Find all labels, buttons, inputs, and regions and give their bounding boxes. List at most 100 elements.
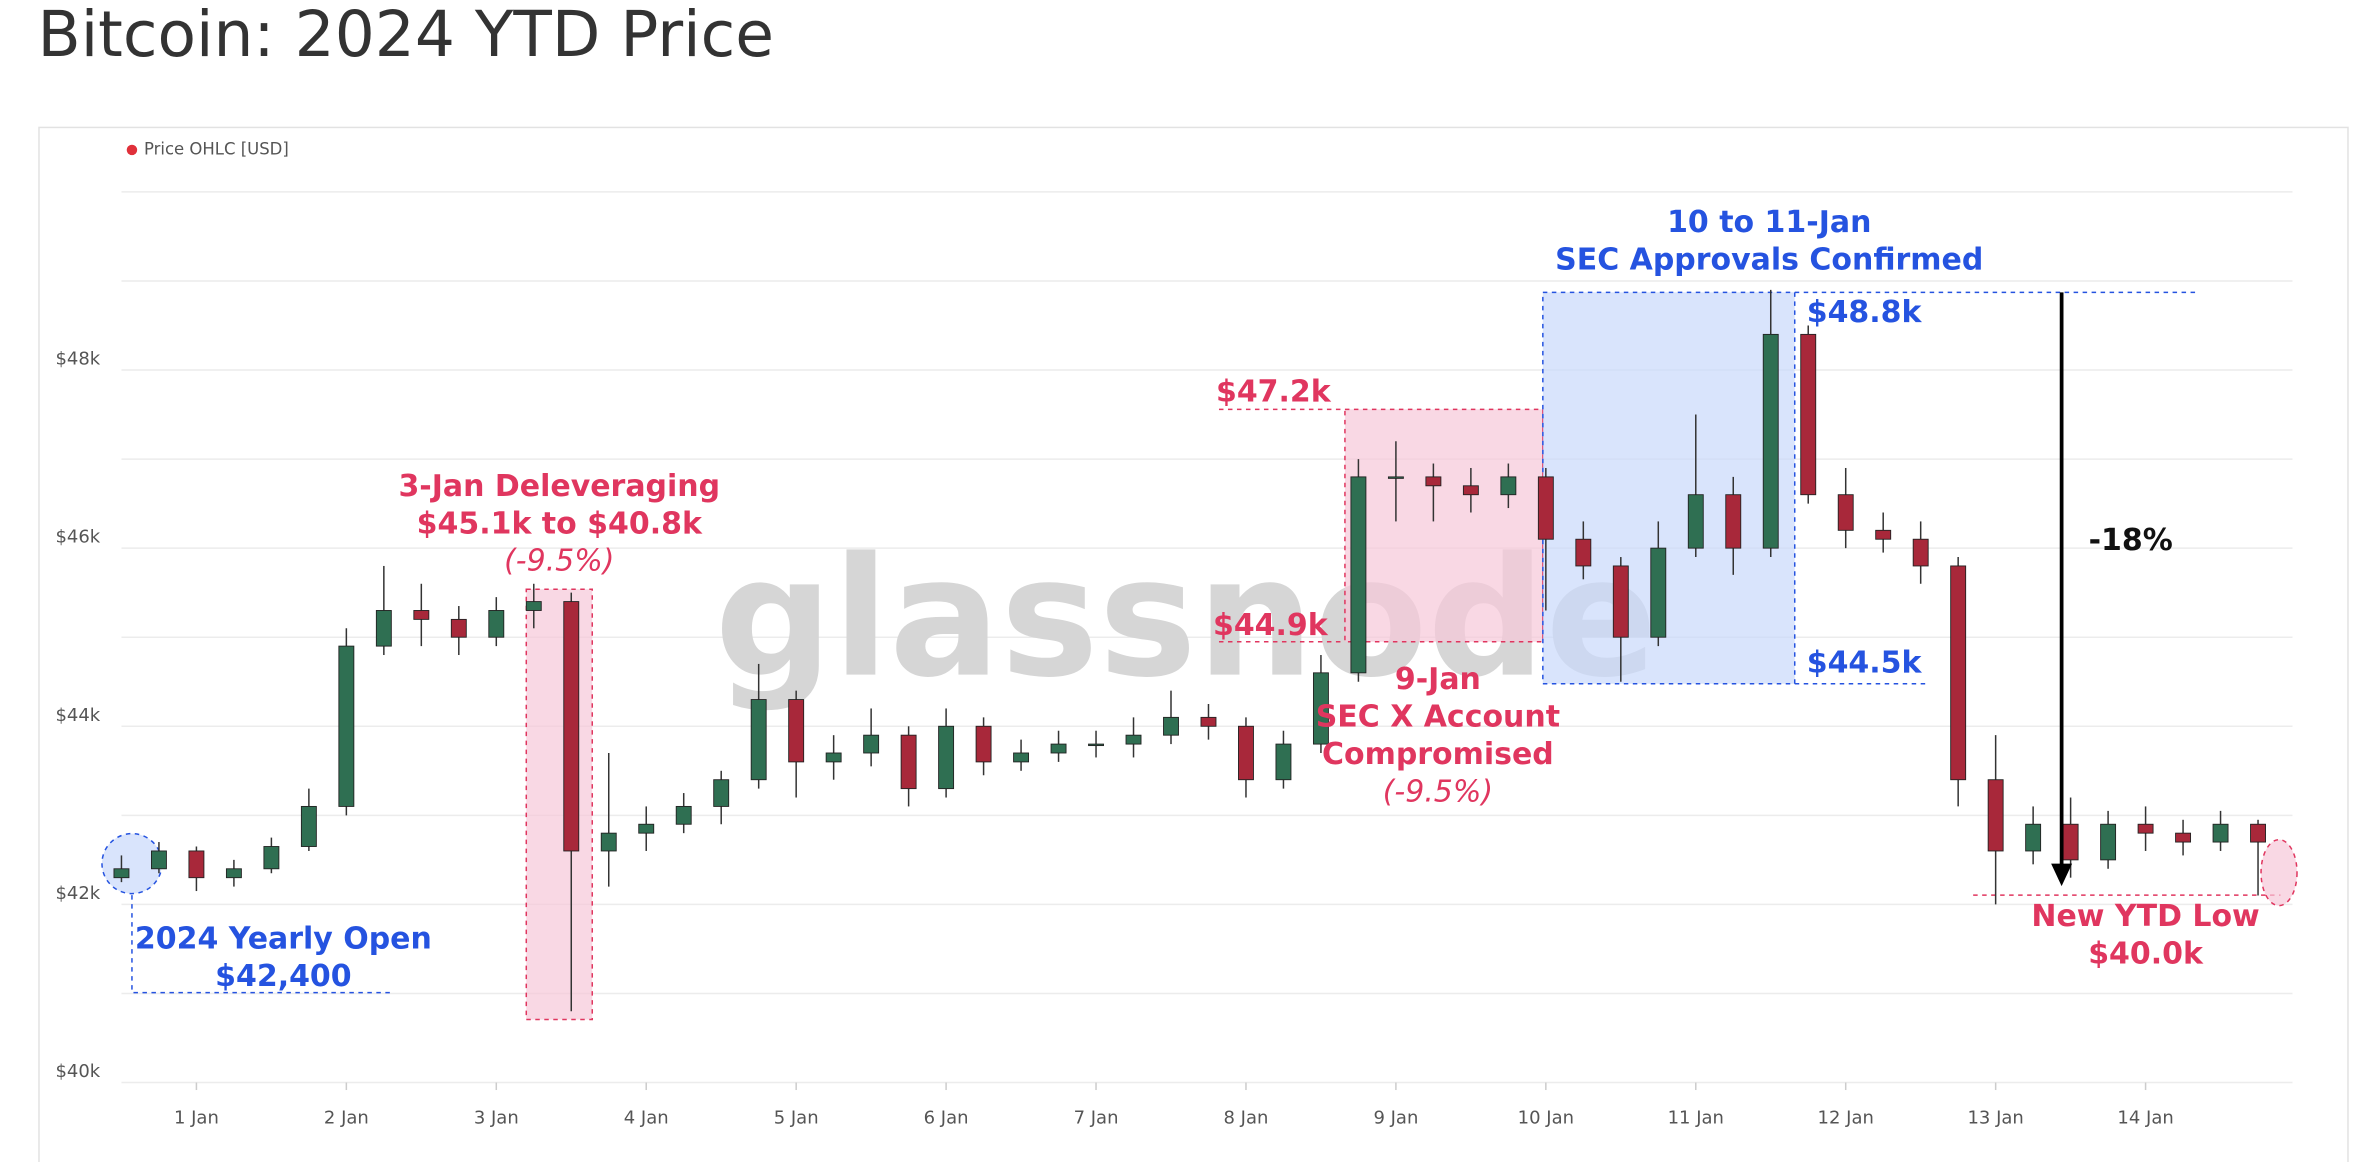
chart-panel <box>38 126 2349 1162</box>
annotation: (-9.5%) <box>504 544 614 579</box>
annotation: -18% <box>2089 523 2173 558</box>
chart-title: Bitcoin: 2024 YTD Price <box>37 0 773 71</box>
candle-body <box>900 734 917 790</box>
candles <box>113 289 2266 1012</box>
candle-body <box>113 868 130 879</box>
candle-body <box>638 823 655 834</box>
marker-circle <box>2260 838 2298 907</box>
annotation: SEC Approvals Confirmed <box>1555 242 1983 277</box>
candle-body <box>1537 476 1554 540</box>
annotation: Compromised <box>1322 737 1554 772</box>
candle-body <box>1687 494 1704 549</box>
candle-body <box>413 610 430 620</box>
x-tick-label: 3 Jan <box>474 1108 519 1129</box>
candle-body <box>1762 333 1779 549</box>
x-tick-label: 1 Jan <box>174 1108 219 1129</box>
candle-body <box>750 699 767 781</box>
candle-body <box>1650 547 1667 638</box>
candle-body <box>1912 538 1929 567</box>
highlight-box <box>1542 291 1796 685</box>
candle-body <box>150 850 167 870</box>
annotation: $47.2k <box>1216 374 1332 409</box>
candle-body <box>525 601 542 611</box>
x-tick-label: 5 Jan <box>774 1108 819 1129</box>
candle-body <box>450 618 467 638</box>
candle-body <box>1462 485 1479 496</box>
candle-body <box>788 699 805 763</box>
candle-body <box>863 734 880 754</box>
candle-body <box>1013 752 1030 763</box>
candle-body <box>2175 832 2192 843</box>
x-tick-label: 9 Jan <box>1373 1108 1418 1129</box>
y-tick-label: $44k <box>55 705 100 726</box>
arrow-head <box>2051 863 2073 887</box>
candle-body <box>713 779 730 807</box>
x-tick-label: 10 Jan <box>1518 1108 1574 1129</box>
candle-body <box>1950 565 1967 781</box>
candle-body <box>2250 823 2266 843</box>
annotation: $44.9k <box>1213 608 1329 643</box>
annotation: 3-Jan Deleveraging <box>398 469 720 504</box>
annotation: $40.0k <box>2088 937 2204 972</box>
x-tick-label: 8 Jan <box>1224 1108 1269 1129</box>
highlight-box <box>525 588 594 1021</box>
candle-body <box>1875 529 1892 540</box>
candle-body <box>188 850 205 879</box>
annotation: $45.1k to $40.8k <box>417 506 703 541</box>
x-tick-label: 2 Jan <box>324 1108 369 1129</box>
annotation: $42,400 <box>215 959 352 994</box>
annotation: 10 to 11-Jan <box>1667 205 1871 240</box>
grid <box>121 191 2293 1091</box>
candle-body <box>1725 494 1742 549</box>
candle-body <box>1350 476 1367 674</box>
candle-body <box>1200 716 1217 727</box>
annotation: $48.8k <box>1807 295 1923 330</box>
candle-body <box>975 725 992 763</box>
candle-body <box>1275 743 1292 781</box>
annotation: SEC X Account <box>1316 700 1560 735</box>
candle-body <box>1088 743 1104 747</box>
annotation: New YTD Low <box>2031 899 2259 934</box>
candle-body <box>1837 494 1854 531</box>
y-tick-label: $40k <box>55 1061 100 1082</box>
candle-body <box>1163 716 1179 736</box>
candle-body <box>825 752 842 763</box>
y-tick-label: $46k <box>55 527 100 548</box>
annotation: (-9.5%) <box>1383 775 1493 810</box>
candle-body <box>2212 823 2229 843</box>
annotation: 9-Jan <box>1395 662 1481 697</box>
legend-marker <box>126 144 138 156</box>
candle-body <box>338 645 355 807</box>
candle-body <box>1387 476 1404 479</box>
candle-body <box>1987 779 2004 852</box>
candle-body <box>300 805 317 847</box>
candle-body <box>1500 476 1517 496</box>
candle-body <box>1125 734 1142 745</box>
candle-body <box>600 832 617 852</box>
candle-body <box>563 601 580 852</box>
candle-body <box>225 868 242 879</box>
candle-body <box>1612 565 1629 638</box>
candle-body <box>1238 725 1254 781</box>
x-tick-label: 11 Jan <box>1668 1108 1724 1129</box>
candle-body <box>263 846 280 870</box>
candle-body <box>1425 476 1442 487</box>
x-tick-label: 13 Jan <box>1967 1108 2023 1129</box>
highlight-box <box>1344 408 1544 643</box>
candle-body <box>2025 823 2042 852</box>
candle-body <box>2062 823 2079 861</box>
candle-body <box>1800 333 1817 496</box>
candle-body <box>1312 672 1329 745</box>
candle-body <box>1050 743 1067 754</box>
y-tick-label: $42k <box>55 883 100 904</box>
annotation: $44.5k <box>1807 646 1923 681</box>
x-tick-label: 14 Jan <box>2117 1108 2173 1129</box>
x-tick-label: 6 Jan <box>924 1108 969 1129</box>
level-line <box>131 895 392 994</box>
candle-body <box>675 805 692 825</box>
candle-body <box>375 610 392 647</box>
x-tick-label: 7 Jan <box>1074 1108 1119 1129</box>
x-tick-label: 4 Jan <box>624 1108 669 1129</box>
annotation: 2024 Yearly Open <box>135 922 432 957</box>
